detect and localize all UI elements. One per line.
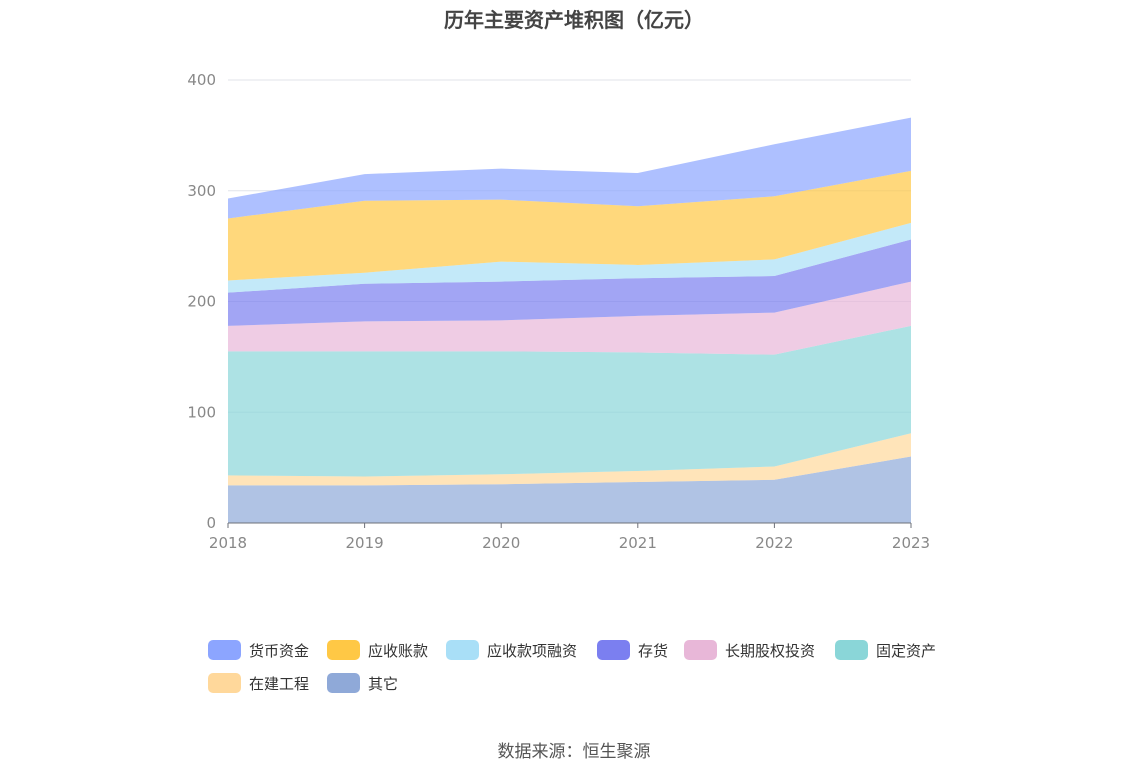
area-series [228, 117, 911, 219]
legend-label: 货币资金 [249, 641, 310, 660]
y-tick-label: 400 [187, 71, 216, 89]
x-tick-label: 2021 [619, 534, 657, 552]
area-series [228, 281, 911, 355]
legend-item[interactable]: 固定资产 [835, 640, 936, 660]
legend-label: 其它 [368, 674, 399, 693]
legend-swatch [208, 640, 241, 660]
x-tick-label: 2018 [209, 534, 247, 552]
legend-swatch [208, 673, 241, 693]
legend-item[interactable]: 应收款项融资 [446, 640, 577, 660]
y-tick-label: 0 [206, 514, 216, 532]
legend-item[interactable]: 货币资金 [208, 640, 309, 660]
area-series [228, 239, 911, 326]
legend-item[interactable]: 在建工程 [208, 673, 309, 693]
legend-item[interactable]: 其它 [327, 673, 398, 693]
area-series [228, 433, 911, 486]
chart-title: 历年主要资产堆积图（亿元） [444, 8, 704, 32]
data-source-note: 数据来源：恒生聚源 [497, 742, 651, 762]
legend-item[interactable]: 应收账款 [327, 640, 428, 660]
area-series [228, 222, 911, 293]
stacked-area-chart: 0 100 200 300 400 2018 2019 2020 2021 2022 2023 [187, 71, 930, 552]
y-tick-label: 300 [187, 182, 216, 200]
x-tick-label: 2019 [346, 534, 384, 552]
legend-label: 存货 [638, 641, 669, 660]
legend-label: 固定资产 [876, 641, 937, 660]
legend-swatch [327, 673, 360, 693]
legend-item[interactable]: 存货 [597, 640, 668, 660]
legend-label: 长期股权投资 [725, 641, 816, 660]
y-tick-label: 100 [187, 403, 216, 421]
legend-swatch [446, 640, 479, 660]
x-tick-label: 2023 [892, 534, 930, 552]
legend-item[interactable]: 长期股权投资 [684, 640, 815, 660]
legend-label: 在建工程 [249, 674, 310, 693]
legend-label: 应收款项融资 [487, 641, 578, 660]
y-tick-label: 200 [187, 293, 216, 311]
legend-swatch [835, 640, 868, 660]
legend-swatch [597, 640, 630, 660]
area-series [228, 170, 911, 281]
area-series [228, 456, 911, 523]
legend-swatch [684, 640, 717, 660]
area-series [228, 325, 911, 477]
x-tick-label: 2022 [755, 534, 793, 552]
legend-swatch [327, 640, 360, 660]
x-tick-label: 2020 [482, 534, 520, 552]
legend-label: 应收账款 [368, 641, 429, 660]
